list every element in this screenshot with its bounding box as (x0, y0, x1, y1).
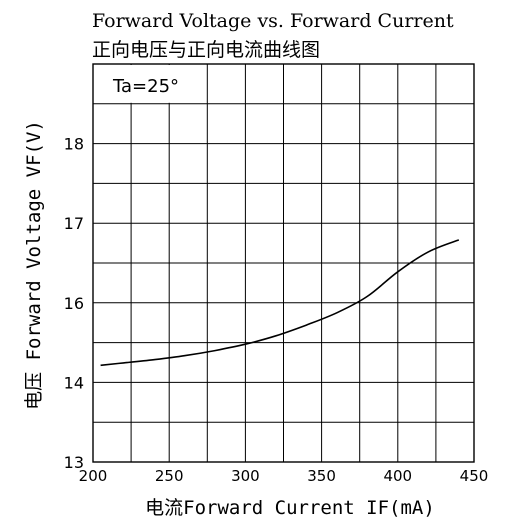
annotation-box (94, 65, 207, 103)
x-tick-label: 200 (79, 467, 108, 485)
y-tick-label: 13 (64, 453, 84, 472)
chart-subtitle: 正向电压与正向电流曲线图 (92, 39, 320, 61)
x-tick-label: 450 (460, 467, 489, 485)
grid (93, 64, 474, 462)
y-tick-label: 14 (64, 373, 84, 392)
y-tick-label: 17 (64, 214, 84, 233)
x-tick-label: 250 (155, 467, 184, 485)
x-tick-label: 300 (231, 467, 260, 485)
chart-title: Forward Voltage vs. Forward Current (92, 10, 454, 32)
plot-frame (92, 63, 475, 463)
x-tick-label: 400 (383, 467, 412, 485)
series (100, 239, 460, 367)
annotation-text: Ta=25° (112, 76, 179, 97)
x-tick-label: 350 (307, 467, 336, 485)
tick-labels: 200 250 300 350 400 450 13 14 16 17 18 (64, 135, 489, 485)
x-axis-label: 电流Forward Current IF(mA) (145, 497, 435, 519)
y-tick-label: 16 (64, 294, 84, 313)
y-tick-label: 18 (64, 135, 84, 154)
series-line (100, 239, 460, 367)
y-axis-label: 电压 Forward Voltage VF(V) (23, 120, 45, 410)
